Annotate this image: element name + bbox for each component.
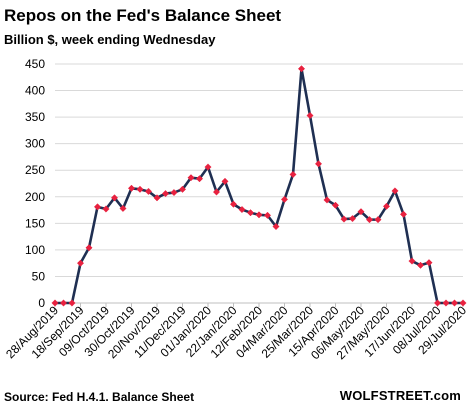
data-point xyxy=(51,299,59,307)
data-point xyxy=(229,200,238,208)
data-point xyxy=(340,215,348,223)
data-point xyxy=(170,188,178,197)
y-tick-label: 250 xyxy=(25,163,45,177)
data-point xyxy=(204,163,212,171)
data-point xyxy=(161,190,170,198)
data-point xyxy=(348,214,357,223)
y-tick-label: 450 xyxy=(25,57,45,71)
y-tick-label: 50 xyxy=(32,269,46,283)
data-point xyxy=(187,174,195,182)
data-point xyxy=(263,211,272,219)
y-tick-label: 300 xyxy=(25,137,45,151)
data-point xyxy=(76,259,85,267)
data-point xyxy=(212,188,221,196)
data-point xyxy=(297,65,306,73)
data-point xyxy=(331,201,340,209)
data-point xyxy=(365,216,374,224)
data-point xyxy=(391,187,399,195)
data-point xyxy=(416,261,425,269)
data-point xyxy=(255,211,263,219)
data-point xyxy=(127,184,136,192)
data-point xyxy=(459,299,467,307)
data-point xyxy=(408,257,416,265)
data-point xyxy=(110,194,119,202)
data-point xyxy=(442,299,450,307)
y-tick-label: 350 xyxy=(25,110,45,124)
source-note: Source: Fed H.4.1. Balance Sheet xyxy=(4,390,195,404)
chart-subtitle: Billion $, week ending Wednesday xyxy=(4,32,216,47)
data-point xyxy=(314,160,323,168)
data-point xyxy=(399,210,408,218)
data-point xyxy=(221,177,229,185)
data-point xyxy=(178,185,187,193)
data-point xyxy=(306,111,314,120)
data-point xyxy=(119,204,127,213)
data-point xyxy=(323,196,331,204)
data-point xyxy=(357,208,365,216)
data-point xyxy=(195,175,204,183)
data-point xyxy=(433,299,442,307)
data-point xyxy=(59,299,68,307)
chart-title: Repos on the Fed's Balance Sheet xyxy=(4,6,282,25)
data-point xyxy=(289,170,297,179)
data-point xyxy=(68,299,76,307)
data-point xyxy=(425,259,433,267)
data-point xyxy=(272,222,280,231)
y-tick-label: 400 xyxy=(25,84,45,98)
data-point xyxy=(280,195,289,203)
data-point xyxy=(153,194,161,202)
data-point xyxy=(85,244,93,252)
data-point xyxy=(382,202,391,210)
series-line xyxy=(53,67,465,305)
data-point xyxy=(374,216,382,224)
data-point xyxy=(93,203,102,211)
data-point xyxy=(102,205,110,213)
y-tick-label: 200 xyxy=(25,190,45,204)
y-tick-label: 100 xyxy=(25,243,45,257)
data-point xyxy=(246,209,255,217)
data-point xyxy=(144,187,153,196)
data-point xyxy=(238,205,246,214)
data-point xyxy=(136,185,144,193)
y-tick-label: 0 xyxy=(38,296,45,310)
data-point xyxy=(450,299,459,307)
y-tick-label: 150 xyxy=(25,216,45,230)
wolfstreet-watermark: WOLFSTREET.com xyxy=(339,388,461,403)
